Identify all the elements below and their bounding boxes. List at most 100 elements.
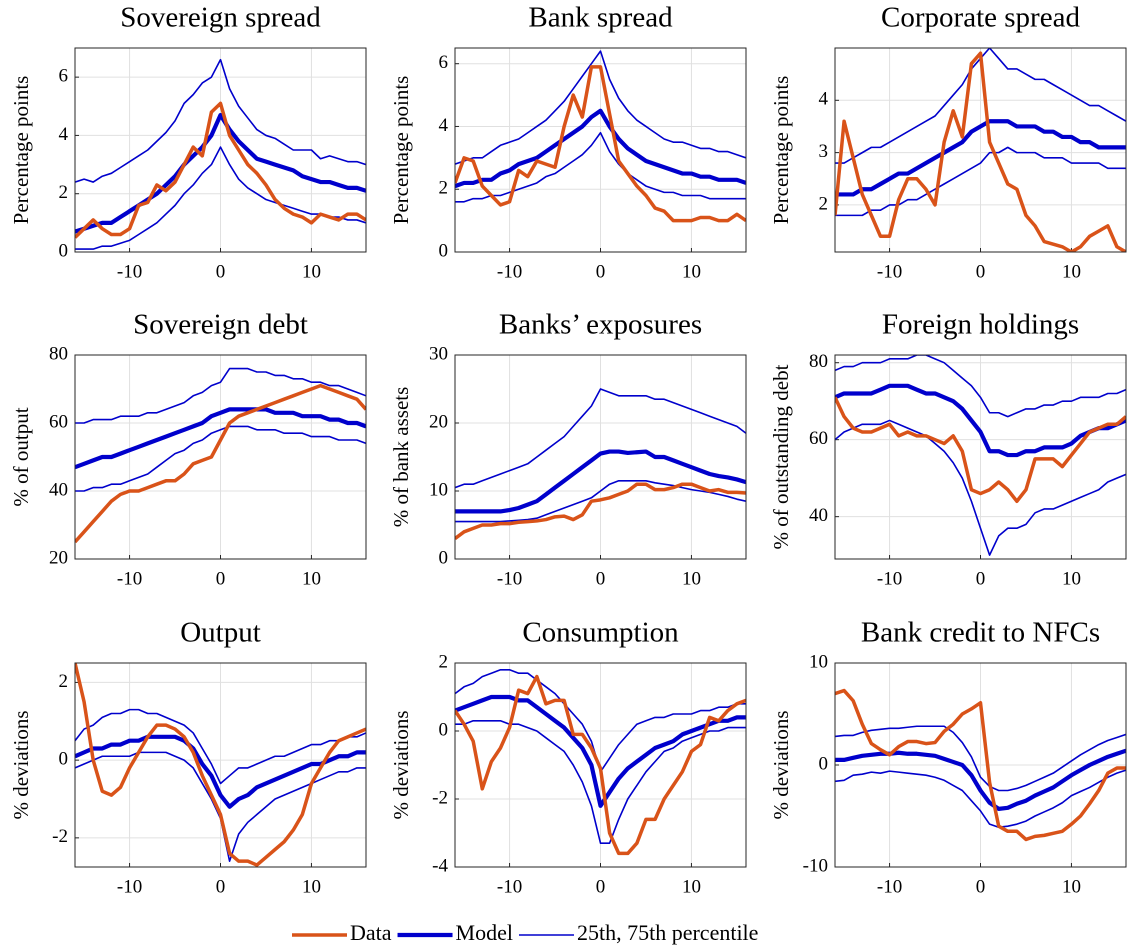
- panel-title: Bank credit to NFCs: [861, 617, 1100, 649]
- y-tick-label: -10: [803, 855, 828, 876]
- panel-title: Output: [180, 617, 261, 649]
- series-line: [835, 725, 1126, 792]
- legend-label: Model: [456, 920, 513, 945]
- plot-frame: [454, 47, 747, 253]
- series-line: [75, 112, 366, 234]
- x-tick-label: -10: [877, 568, 902, 589]
- y-tick-label: 6: [439, 52, 449, 73]
- y-tick-label: 4: [59, 124, 69, 145]
- y-tick-label: 30: [429, 343, 448, 364]
- x-tick-label: -10: [497, 261, 522, 282]
- series-line: [455, 131, 746, 203]
- series-line: [455, 449, 746, 514]
- series-line: [455, 388, 746, 489]
- series-line: [455, 694, 746, 808]
- plot-frame: [74, 354, 367, 560]
- legend-label: 25th, 75th percentile: [577, 920, 758, 945]
- series-line: [835, 119, 1126, 197]
- panel-title: Bank spread: [528, 2, 673, 34]
- x-tick-label: 10: [1062, 568, 1081, 589]
- y-tick-label: 80: [809, 351, 828, 372]
- x-tick-label: 0: [596, 876, 606, 897]
- plot-frame: [454, 662, 747, 868]
- x-tick-label: 10: [302, 568, 321, 589]
- y-tick-label: 40: [49, 479, 68, 500]
- series-line: [75, 146, 366, 250]
- series-line: [455, 480, 746, 523]
- y-tick-label: 20: [49, 547, 68, 568]
- plot-frame: [74, 47, 367, 253]
- series-line: [75, 367, 366, 424]
- x-tick-label: 0: [976, 568, 986, 589]
- panel-title: Sovereign debt: [133, 309, 308, 341]
- y-axis-label: Percentage points: [769, 76, 793, 225]
- series-line: [75, 383, 366, 544]
- series-line: [455, 50, 746, 165]
- y-axis-label: % of output: [9, 407, 33, 506]
- y-tick-label: 3: [819, 141, 829, 162]
- y-tick-label: 2: [59, 671, 69, 692]
- y-axis-label: % of outstanding debt: [769, 364, 793, 549]
- y-tick-label: 2: [819, 193, 829, 214]
- x-tick-label: 10: [302, 876, 321, 897]
- series-line: [75, 663, 366, 867]
- panel-title: Foreign holdings: [882, 309, 1079, 341]
- panel: Sovereign spread Percentage points -10 0 10 0…: [9, 2, 367, 282]
- series-line: [75, 708, 366, 785]
- y-axis-label: Percentage points: [389, 76, 413, 225]
- series-line: [75, 58, 366, 183]
- panel-title: Consumption: [522, 617, 679, 649]
- panel: Banks’ exposures % of bank assets -10 0 10 0 1…: [389, 309, 747, 589]
- series-line: [835, 688, 1126, 842]
- x-tick-label: 10: [1062, 876, 1081, 897]
- y-tick-label: -4: [432, 855, 448, 876]
- y-tick-label: 2: [59, 182, 69, 203]
- y-axis-label: % deviations: [389, 710, 413, 819]
- series-line: [455, 65, 746, 223]
- y-tick-label: 6: [59, 66, 69, 87]
- x-tick-label: 0: [976, 261, 986, 282]
- x-tick-label: 0: [216, 876, 226, 897]
- y-tick-label: -2: [52, 826, 68, 847]
- panel-title: Corporate spread: [881, 2, 1080, 34]
- x-tick-label: 10: [682, 876, 701, 897]
- y-tick-label: 10: [429, 479, 448, 500]
- y-tick-label: 0: [819, 753, 829, 774]
- panel: Output % deviations -10 0 10 -2 0 2: [9, 617, 367, 897]
- x-tick-label: 10: [682, 261, 701, 282]
- x-tick-label: 0: [976, 876, 986, 897]
- series-line: [835, 419, 1126, 556]
- x-tick-label: 0: [216, 568, 226, 589]
- y-tick-label: 20: [429, 411, 448, 432]
- series-line: [835, 748, 1126, 811]
- y-tick-label: 80: [49, 343, 68, 364]
- panel-title: Banks’ exposures: [499, 309, 702, 341]
- panel-title: Sovereign spread: [120, 2, 321, 34]
- y-tick-label: 0: [59, 749, 69, 770]
- plot-frame: [834, 662, 1127, 868]
- y-tick-label: 10: [809, 651, 828, 672]
- x-tick-label: 0: [216, 261, 226, 282]
- legend-label: Data: [350, 920, 392, 945]
- series-line: [835, 396, 1126, 504]
- x-tick-label: -10: [497, 876, 522, 897]
- x-tick-label: 0: [596, 568, 606, 589]
- x-tick-label: 0: [596, 261, 606, 282]
- series-line: [455, 720, 746, 844]
- y-tick-label: 60: [49, 411, 68, 432]
- plot-frame: [454, 354, 747, 560]
- y-tick-label: 0: [439, 240, 449, 261]
- x-tick-label: -10: [117, 876, 142, 897]
- x-tick-label: 10: [302, 261, 321, 282]
- series-line: [75, 407, 366, 470]
- plot-frame: [834, 354, 1127, 560]
- series-line: [835, 769, 1126, 829]
- x-tick-label: -10: [117, 568, 142, 589]
- panel: Bank credit to NFCs % deviations -10 0 10 -10…: [769, 617, 1127, 897]
- y-tick-label: 2: [439, 651, 449, 672]
- x-tick-label: -10: [117, 261, 142, 282]
- x-tick-label: -10: [497, 568, 522, 589]
- y-tick-label: 0: [439, 547, 449, 568]
- series-line: [455, 674, 746, 856]
